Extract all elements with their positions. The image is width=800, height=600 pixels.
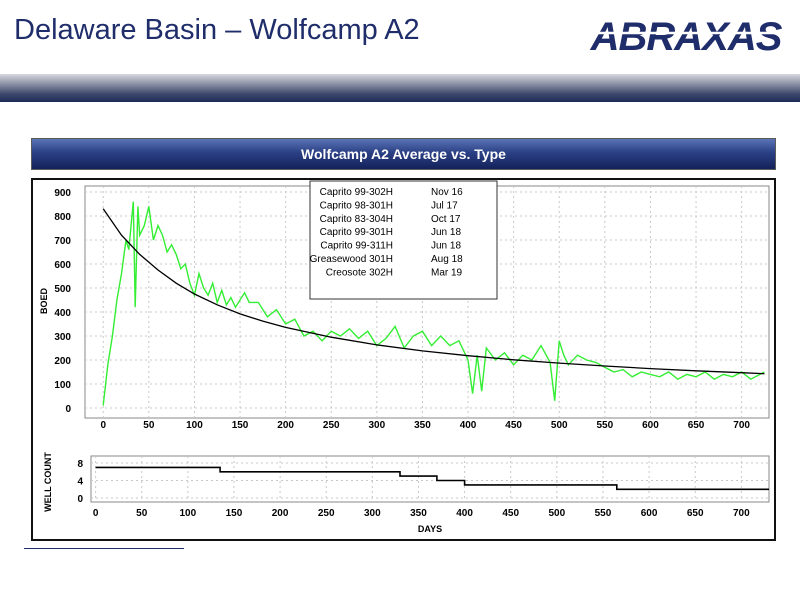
well-x-tick-label: 600 <box>641 508 658 519</box>
header-band <box>0 74 800 102</box>
x-tick-label: 300 <box>368 420 385 431</box>
legend-well-date: Jun 18 <box>431 227 461 238</box>
x-tick-label: 450 <box>505 420 522 431</box>
type-curve-line <box>102 208 765 375</box>
x-tick-label: 350 <box>414 420 431 431</box>
legend-box <box>309 180 498 300</box>
legend-well-date: Aug 18 <box>431 254 463 265</box>
legend-well-name: Creosote 302H <box>326 267 393 278</box>
legend-well-name: Greasewood 301H <box>310 254 393 265</box>
y-tick-label: 500 <box>54 284 71 295</box>
x-tick-label: 400 <box>460 420 477 431</box>
x-tick-label: 100 <box>186 420 203 431</box>
well-y-tick-label: 8 <box>77 459 83 470</box>
x-tick-label: 150 <box>232 420 249 431</box>
legend-well-name: Caprito 99-302H <box>320 187 393 198</box>
well-x-tick-label: 700 <box>733 508 750 519</box>
chart-title: Wolfcamp A2 Average vs. Type <box>301 146 506 162</box>
well-x-tick-label: 50 <box>136 508 148 519</box>
y-tick-label: 300 <box>54 332 71 343</box>
well-y-tick-label: 0 <box>77 494 83 505</box>
legend-well-date: Oct 17 <box>431 214 461 225</box>
y-axis-title: BOED <box>39 288 49 315</box>
y-tick-label: 0 <box>65 404 71 415</box>
average-series-line <box>102 201 765 406</box>
well-y-axis-title: WELL COUNT <box>43 452 53 512</box>
chart-title-bar: Wolfcamp A2 Average vs. Type <box>31 138 776 170</box>
y-tick-label: 100 <box>54 380 71 391</box>
well-x-tick-label: 650 <box>687 508 704 519</box>
x-axis-title: DAYS <box>418 524 442 534</box>
x-tick-label: 500 <box>551 420 568 431</box>
well-count-plot: 0 4 8 0 50 100 150 200 250 300 350 400 450 500 550 600 6… <box>43 452 770 534</box>
abraxas-logo: ABRAXAS <box>587 15 785 59</box>
well-y-tick-label: 4 <box>77 477 83 488</box>
y-tick-label: 400 <box>54 308 71 319</box>
legend-well-name: Caprito 83-304H <box>320 214 393 225</box>
well-x-tick-label: 350 <box>410 508 427 519</box>
well-x-tick-label: 0 <box>93 508 99 519</box>
x-tick-label: 700 <box>733 420 750 431</box>
slide-title: Delaware Basin – Wolfcamp A2 <box>14 14 420 46</box>
chart-frame: 0 100 200 300 400 500 600 700 800 900 0 50 100 150 200… <box>31 178 776 541</box>
logo-wordmark: ABRAXAS <box>590 15 783 59</box>
x-tick-label: 50 <box>143 420 155 431</box>
well-x-tick-label: 500 <box>548 508 565 519</box>
well-x-tick-label: 400 <box>456 508 473 519</box>
x-tick-label: 250 <box>323 420 340 431</box>
well-x-tick-label: 300 <box>364 508 381 519</box>
well-x-tick-label: 250 <box>318 508 335 519</box>
legend-well-name: Caprito 98-301H <box>320 200 393 211</box>
legend-rows: Caprito 99-302H Nov 16 Caprito 98-301H Jul … <box>310 187 464 278</box>
y-tick-label: 800 <box>54 212 71 223</box>
y-tick-label: 200 <box>54 356 71 367</box>
x-tick-label: 650 <box>688 420 705 431</box>
well-x-tick-label: 100 <box>180 508 197 519</box>
legend-well-name: Caprito 99-311H <box>320 241 393 252</box>
footer-rule <box>24 548 184 549</box>
x-tick-label: 600 <box>642 420 659 431</box>
y-tick-label: 700 <box>54 236 71 247</box>
legend-well-name: Caprito 99-301H <box>320 227 393 238</box>
well-x-tick-label: 450 <box>502 508 519 519</box>
chart-legend: Caprito 99-302H Nov 16 Caprito 98-301H Jul … <box>309 180 498 300</box>
y-tick-label: 600 <box>54 260 71 271</box>
average-vs-type-plot: 0 100 200 300 400 500 600 700 800 900 0 50 100 150 200… <box>39 185 770 431</box>
x-tick-label: 200 <box>277 420 294 431</box>
well-x-tick-label: 150 <box>226 508 243 519</box>
legend-well-date: Jul 17 <box>431 200 458 211</box>
legend-well-date: Jun 18 <box>431 241 461 252</box>
x-tick-label: 550 <box>596 420 613 431</box>
x-tick-label: 0 <box>100 420 106 431</box>
well-plot-border <box>90 455 770 503</box>
well-x-tick-label: 550 <box>595 508 612 519</box>
y-tick-label: 900 <box>54 188 71 199</box>
legend-well-date: Mar 19 <box>431 267 463 278</box>
well-count-step-line <box>95 466 769 491</box>
legend-well-date: Nov 16 <box>431 187 463 198</box>
well-x-tick-label: 200 <box>272 508 289 519</box>
